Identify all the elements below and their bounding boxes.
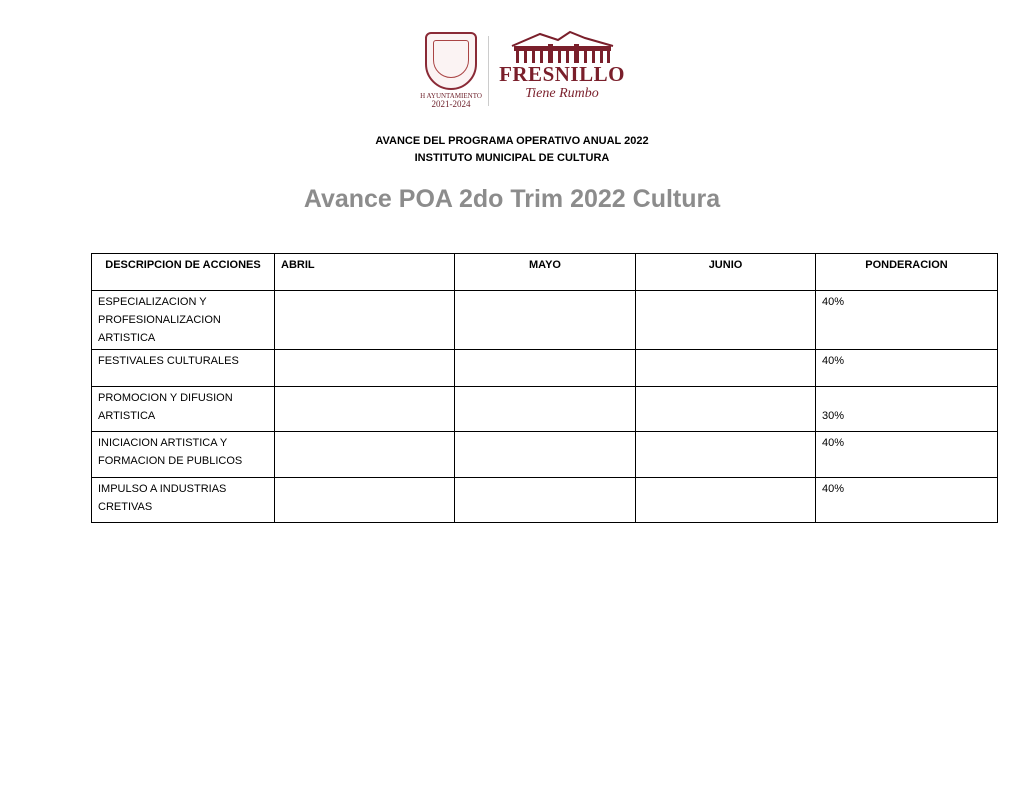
- cell-mayo: [454, 290, 636, 350]
- table-row: INICIACION ARTISTICA Y FORMACION DE PUBL…: [91, 431, 998, 478]
- cell-descripcion: INICIACION ARTISTICA Y FORMACION DE PUBL…: [91, 431, 275, 478]
- table-header-row: DESCRIPCION DE ACCIONES ABRIL MAYO JUNIO…: [91, 253, 998, 291]
- cell-junio: [635, 477, 816, 523]
- header-ponderacion: PONDERACION: [815, 253, 998, 291]
- cell-ponderacion: 30%: [815, 386, 998, 432]
- cell-junio: [635, 431, 816, 478]
- brand-name: FRESNILLO: [499, 62, 625, 86]
- poa-table: DESCRIPCION DE ACCIONES ABRIL MAYO JUNIO…: [91, 253, 998, 523]
- cell-mayo: [454, 477, 636, 523]
- cell-mayo: [454, 349, 636, 387]
- cell-descripcion: IMPULSO A INDUSTRIAS CRETIVAS: [91, 477, 275, 523]
- header-abril: ABRIL: [274, 253, 455, 291]
- brand-tagline: Tiene Rumbo: [525, 86, 599, 101]
- cell-junio: [635, 290, 816, 350]
- table-row: IMPULSO A INDUSTRIAS CRETIVAS 40%: [91, 477, 998, 523]
- cell-ponderacion: 40%: [815, 431, 998, 478]
- cell-junio: [635, 349, 816, 387]
- cell-ponderacion: 40%: [815, 290, 998, 350]
- cell-ponderacion: 40%: [815, 477, 998, 523]
- seal-years: 2021-2024: [431, 99, 471, 109]
- logo-divider: [488, 36, 489, 106]
- cell-abril: [274, 290, 455, 350]
- header-junio: JUNIO: [635, 253, 816, 291]
- header-line-1: AVANCE DEL PROGRAMA OPERATIVO ANUAL 2022: [375, 135, 649, 147]
- table-row: PROMOCION Y DIFUSION ARTISTICA 30%: [91, 386, 998, 432]
- seal-caption: H AYUNTAMIENTO: [420, 92, 482, 100]
- fresnillo-building-icon: [511, 30, 614, 63]
- header-descripcion: DESCRIPCION DE ACCIONES: [91, 253, 275, 291]
- cell-abril: [274, 349, 455, 387]
- cell-descripcion: ESPECIALIZACION Y PROFESIONALIZACION ART…: [91, 290, 275, 350]
- municipal-seal-logo: [425, 32, 477, 90]
- cell-mayo: [454, 386, 636, 432]
- header-mayo: MAYO: [454, 253, 636, 291]
- cell-ponderacion: 40%: [815, 349, 998, 387]
- cell-abril: [274, 431, 455, 478]
- page-title: Avance POA 2do Trim 2022 Cultura: [303, 185, 721, 213]
- cell-abril: [274, 477, 455, 523]
- cell-junio: [635, 386, 816, 432]
- cell-abril: [274, 386, 455, 432]
- cell-mayo: [454, 431, 636, 478]
- table-row: FESTIVALES CULTURALES 40%: [91, 349, 998, 387]
- cell-descripcion: PROMOCION Y DIFUSION ARTISTICA: [91, 386, 275, 432]
- header-line-2: INSTITUTO MUNICIPAL DE CULTURA: [414, 152, 610, 164]
- table-row: ESPECIALIZACION Y PROFESIONALIZACION ART…: [91, 290, 998, 350]
- cell-descripcion: FESTIVALES CULTURALES: [91, 349, 275, 387]
